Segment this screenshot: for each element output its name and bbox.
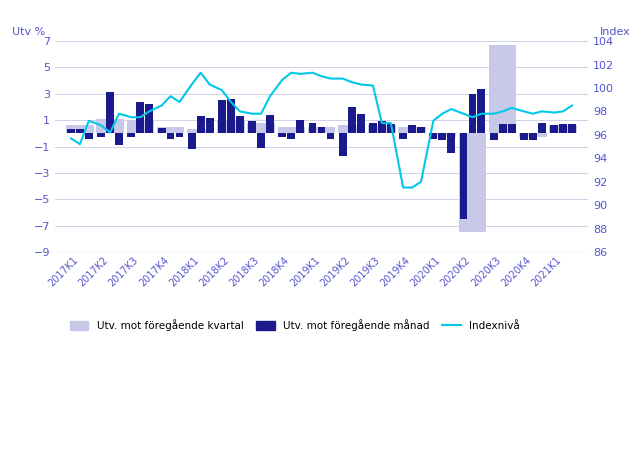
Bar <box>145 104 153 133</box>
Bar <box>127 133 135 137</box>
Bar <box>266 115 274 133</box>
Bar <box>399 133 407 138</box>
Bar <box>327 133 334 138</box>
Text: Utv %: Utv % <box>12 27 46 37</box>
Bar <box>369 123 377 133</box>
Bar <box>248 122 256 133</box>
Bar <box>529 133 537 140</box>
Bar <box>368 125 395 133</box>
Bar <box>399 127 426 133</box>
Bar <box>550 125 558 133</box>
Bar <box>158 128 165 133</box>
Bar <box>296 120 304 133</box>
Bar <box>338 125 365 133</box>
Bar <box>508 124 516 133</box>
Bar <box>187 129 214 133</box>
Bar <box>227 99 235 133</box>
Bar <box>97 133 105 137</box>
Bar <box>278 133 286 137</box>
Bar <box>459 133 486 232</box>
Bar <box>217 122 244 133</box>
Bar <box>378 122 386 133</box>
Bar <box>469 94 476 133</box>
Bar <box>76 129 84 133</box>
Bar <box>417 127 425 133</box>
Bar <box>96 119 124 133</box>
Bar <box>439 133 446 140</box>
Bar <box>308 127 335 133</box>
Bar <box>127 120 154 133</box>
Bar <box>309 123 316 133</box>
Bar <box>167 133 174 138</box>
Bar <box>136 102 144 133</box>
Bar <box>559 124 567 133</box>
Bar <box>157 127 184 133</box>
Legend: Utv. mot föregående kvartal, Utv. mot föregående månad, Indexnivå: Utv. mot föregående kvartal, Utv. mot fö… <box>66 315 524 336</box>
Bar <box>448 133 455 153</box>
Bar <box>568 124 576 133</box>
Bar <box>430 133 437 138</box>
Bar <box>490 133 498 140</box>
Bar <box>357 114 365 133</box>
Text: Index: Index <box>600 27 631 37</box>
Bar <box>339 133 347 156</box>
Bar <box>538 123 546 133</box>
Bar <box>236 116 244 133</box>
Bar <box>257 133 265 148</box>
Bar <box>115 133 123 145</box>
Bar <box>519 133 547 137</box>
Bar <box>287 133 295 138</box>
Bar <box>218 100 226 133</box>
Bar <box>197 116 204 133</box>
Bar <box>248 123 275 133</box>
Bar <box>549 125 577 133</box>
Bar <box>106 93 114 133</box>
Bar <box>206 118 213 133</box>
Bar <box>85 133 93 138</box>
Bar <box>278 127 305 133</box>
Bar <box>520 133 528 140</box>
Bar <box>429 133 456 137</box>
Bar <box>66 125 94 133</box>
Bar <box>188 133 195 149</box>
Bar <box>318 127 325 133</box>
Bar <box>489 45 516 133</box>
Bar <box>460 133 467 219</box>
Bar <box>348 107 356 133</box>
Bar <box>67 129 75 133</box>
Bar <box>408 125 416 133</box>
Bar <box>176 133 183 137</box>
Bar <box>387 124 395 133</box>
Bar <box>499 124 507 133</box>
Bar <box>478 89 485 133</box>
